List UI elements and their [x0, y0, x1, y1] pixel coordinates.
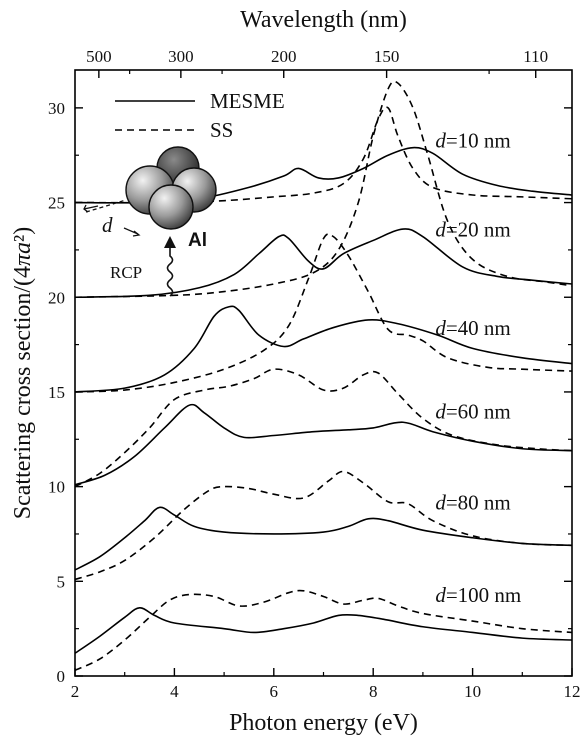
- curve-label-d60: d=60 nm: [435, 399, 510, 423]
- curve-label-d20: d=20 nm: [435, 218, 510, 242]
- y-tick-label: 5: [57, 572, 66, 591]
- material-label: Al: [188, 230, 207, 251]
- x-tick-label: 12: [564, 682, 581, 701]
- x-tick-label: 6: [270, 682, 279, 701]
- top-tick-label: 300: [168, 47, 194, 66]
- rcp-label: RCP: [110, 263, 142, 282]
- series-line-d60-ss: [74, 368, 573, 488]
- y-tick-label: 25: [48, 194, 65, 213]
- spacing-label: d: [102, 213, 113, 237]
- top-tick-label: 150: [374, 47, 400, 66]
- y-tick-label: 10: [48, 478, 65, 497]
- top-tick-label: 500: [86, 47, 112, 66]
- series-line-d100-mesme: [74, 607, 573, 654]
- legend-label-mesme: MESME: [210, 89, 285, 113]
- x-tick-label: 2: [71, 682, 80, 701]
- wavy-incident-arrow-icon: [166, 242, 174, 297]
- curve-label-d10: d=10 nm: [435, 129, 510, 153]
- arrowhead-right-icon: [132, 230, 141, 237]
- series-line-d60-mesme: [74, 403, 573, 486]
- y-tick-label: 0: [57, 667, 66, 686]
- top-axis-title: Wavelength (nm): [240, 7, 407, 33]
- nanocluster-inset: d Al RCP: [83, 146, 217, 297]
- x-tick-label: 4: [170, 682, 179, 701]
- curve-label-d40: d=40 nm: [435, 316, 510, 340]
- series-line-d40-ss: [74, 233, 573, 393]
- y-tick-label: 20: [48, 288, 65, 307]
- sphere-front-icon: [148, 184, 194, 230]
- top-tick-label: 110: [523, 47, 548, 66]
- series-line-d20-mesme: [74, 228, 573, 299]
- y-axis-title: Scattering cross section/(4πa²): [10, 227, 36, 519]
- x-axis-title: Photon energy (eV): [229, 710, 418, 736]
- series-line-d40-mesme: [74, 305, 573, 393]
- top-tick-label: 200: [271, 47, 297, 66]
- curve-labels-layer: d=10 nm d=20 nm d=40 nm d=60 nm d=80 nm d=100…: [435, 129, 521, 607]
- ticks-layer: 2 4 6 8 10 12 0 5 10 15 20 25 30 500 300 200 150 110: [48, 47, 581, 701]
- x-tick-label: 10: [464, 682, 481, 701]
- arrowhead-left-icon: [83, 204, 89, 213]
- spacing-arrow-left-icon: [83, 205, 99, 210]
- series-line-d20-ss: [74, 80, 573, 299]
- legend-label-ss: SS: [210, 118, 233, 142]
- y-tick-label: 15: [48, 383, 65, 402]
- series-line-d80-mesme: [74, 506, 573, 571]
- series-line-d10-ss: [74, 106, 573, 204]
- incident-arrowhead-icon: [164, 236, 176, 248]
- y-tick-label: 30: [48, 99, 65, 118]
- legend: MESME SS: [115, 89, 285, 142]
- curve-label-d100: d=100 nm: [435, 583, 521, 607]
- series-line-d80-ss: [74, 470, 573, 581]
- plot-frame: [74, 69, 573, 677]
- series-layer: [74, 80, 573, 672]
- curve-label-d80: d=80 nm: [435, 490, 510, 514]
- series-line-d10-mesme: [74, 146, 573, 204]
- x-tick-label: 8: [369, 682, 378, 701]
